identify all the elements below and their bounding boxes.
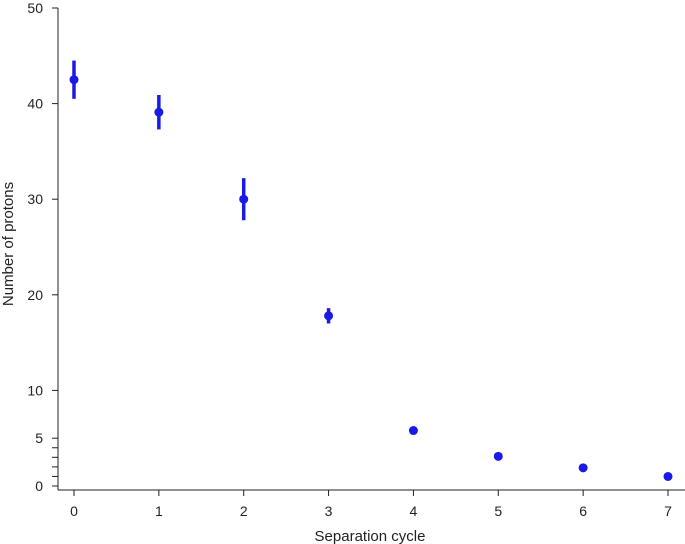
x-tick-label: 1 xyxy=(155,503,163,519)
y-tick-label: 20 xyxy=(27,287,43,303)
x-tick-label: 2 xyxy=(240,503,248,519)
y-tick-label: 0 xyxy=(35,478,43,494)
data-point xyxy=(69,75,79,85)
x-ticks: 0 1 2 3 4 5 6 7 xyxy=(70,490,672,519)
data-point xyxy=(578,463,588,473)
data-point xyxy=(408,426,418,436)
data-point xyxy=(239,194,249,204)
y-tick-label: 40 xyxy=(27,96,43,112)
y-tick-label: 30 xyxy=(27,191,43,207)
data-point xyxy=(493,451,503,461)
x-tick-label: 6 xyxy=(579,503,587,519)
y-ticks: 0 5 10 20 30 40 50 xyxy=(27,0,58,494)
x-tick-label: 4 xyxy=(410,503,418,519)
y-axis-title: Number of protons xyxy=(0,182,17,306)
y-tick-label: 5 xyxy=(35,430,43,446)
data-point xyxy=(154,107,164,117)
data-marks xyxy=(69,60,673,481)
x-tick-label: 0 xyxy=(70,503,78,519)
x-tick-label: 7 xyxy=(664,503,672,519)
x-tick-label: 3 xyxy=(325,503,333,519)
axes: 0 5 10 20 30 40 50 0 1 2 3 4 5 6 7 xyxy=(27,0,685,519)
data-point xyxy=(663,471,673,481)
y-tick-label: 50 xyxy=(27,0,43,16)
x-tick-label: 5 xyxy=(494,503,502,519)
x-axis-title: Separation cycle xyxy=(315,528,426,544)
data-point xyxy=(324,311,334,321)
y-tick-label: 10 xyxy=(27,382,43,398)
